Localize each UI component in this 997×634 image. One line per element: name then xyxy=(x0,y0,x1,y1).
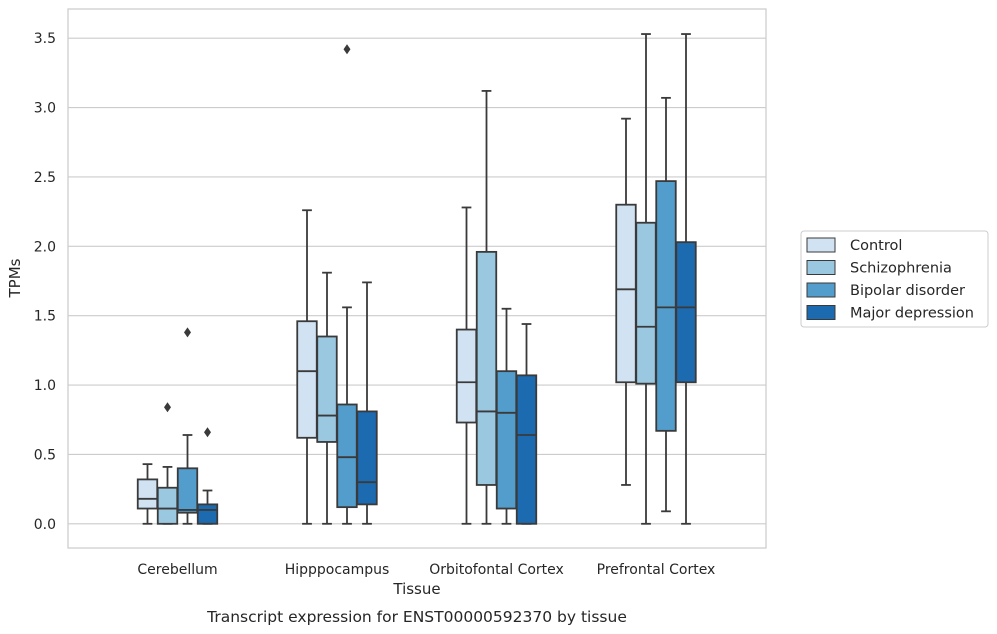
box-group xyxy=(515,323,538,525)
series-schizophrenia xyxy=(156,33,657,525)
legend-items: Control Schizophrenia Bipolar disorder Majo… xyxy=(806,237,974,322)
legend-entry: Major depression xyxy=(806,305,974,322)
box-group xyxy=(455,206,478,525)
y-tick-label: 1.5 xyxy=(34,309,56,325)
box-iqr xyxy=(356,410,378,506)
box-group xyxy=(675,33,697,525)
x-tick-label: Orbitofontal Cortex xyxy=(429,562,564,578)
series-bipolar-disorder xyxy=(176,44,677,525)
chart-caption: Transcript expression for ENST0000059237… xyxy=(206,608,627,626)
box-group xyxy=(136,463,159,525)
box-group xyxy=(296,209,318,525)
box-iqr xyxy=(475,250,498,486)
y-tick-label: 3.0 xyxy=(34,101,56,117)
box-group xyxy=(156,402,179,525)
box-iqr xyxy=(495,370,518,510)
x-axis-title: Tissue xyxy=(392,580,440,598)
y-tick-label: 0.5 xyxy=(34,447,56,463)
box-iqr xyxy=(176,467,199,514)
legend-entry: Control xyxy=(806,237,902,254)
legend-label: Control xyxy=(850,238,902,254)
box-group xyxy=(475,90,498,525)
legend-swatch xyxy=(806,305,836,320)
y-axis-title: TPMs xyxy=(6,258,24,298)
outlier-point xyxy=(184,327,191,338)
y-tick-label: 2.5 xyxy=(34,170,56,186)
box-iqr xyxy=(675,241,697,384)
box-iqr xyxy=(655,180,677,432)
plot-frame xyxy=(67,8,767,549)
outlier-point xyxy=(343,44,351,55)
legend-label: Bipolar disorder xyxy=(850,283,965,299)
box-iqr xyxy=(336,403,358,509)
box-iqr xyxy=(515,374,538,525)
box-iqr xyxy=(615,203,637,384)
box-iqr xyxy=(635,221,657,385)
box-group xyxy=(655,96,677,513)
box-layer xyxy=(136,33,697,525)
box-group xyxy=(356,281,378,525)
box-iqr xyxy=(156,486,179,525)
y-tick-label: 3.5 xyxy=(34,31,56,47)
outlier-point xyxy=(204,427,211,438)
box-iqr xyxy=(455,328,478,424)
box-iqr xyxy=(316,335,338,443)
series-control xyxy=(136,117,637,525)
y-tick-label: 0.0 xyxy=(34,517,56,533)
legend-frame xyxy=(800,230,989,328)
legend-swatch xyxy=(806,237,836,253)
legend-entry: Bipolar disorder xyxy=(806,282,965,299)
y-tick-labels: 0.0 0.5 1.0 1.5 2.0 2.5 3.0 3.5 xyxy=(34,31,56,533)
legend-entry: Schizophrenia xyxy=(806,260,952,277)
legend-label: Major depression xyxy=(850,306,974,322)
x-tick-labels: Cerebellum Hipppocampus Orbitofontal Corte… xyxy=(137,562,715,578)
box-group xyxy=(176,327,199,525)
box-group xyxy=(336,44,358,525)
y-tick-label: 2.0 xyxy=(34,239,56,255)
x-tick-label: Cerebellum xyxy=(137,562,217,578)
x-tick-label: Hipppocampus xyxy=(285,562,390,578)
box-group xyxy=(316,271,338,525)
legend-swatch xyxy=(806,282,836,298)
box-iqr xyxy=(196,503,219,525)
y-tick-label: 1.0 xyxy=(34,378,56,394)
legend-label: Schizophrenia xyxy=(850,261,952,277)
box-iqr xyxy=(136,478,159,510)
box-group xyxy=(196,427,219,525)
x-tick-label: Prefrontal Cortex xyxy=(597,562,716,578)
box-iqr xyxy=(296,320,318,439)
series-major-depression xyxy=(196,33,697,525)
legend: Control Schizophrenia Bipolar disorder Majo… xyxy=(800,230,989,328)
outlier-point xyxy=(164,402,171,413)
legend-swatch xyxy=(806,260,836,275)
